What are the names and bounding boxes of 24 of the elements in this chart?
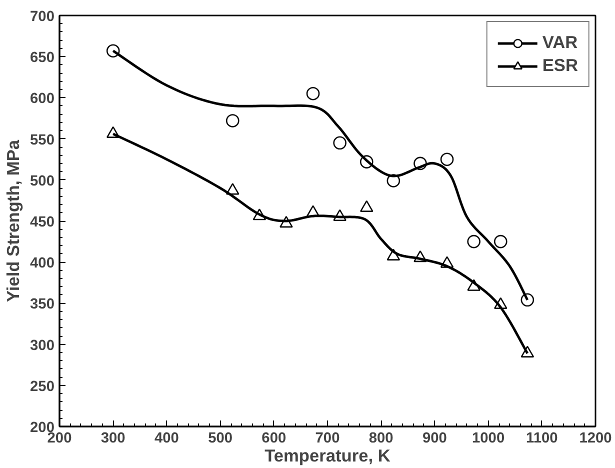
y-tick-label: 350	[30, 296, 55, 313]
y-tick-label: 450	[30, 214, 55, 230]
x-tick-label: 400	[154, 430, 179, 446]
y-tick-label: 250	[30, 378, 55, 395]
legend-label: ESR	[542, 55, 578, 76]
y-tick-label: 600	[30, 91, 55, 108]
y-tick-label: 700	[30, 9, 55, 25]
x-tick-label: 900	[422, 430, 447, 446]
x-tick-label: 1100	[526, 430, 558, 446]
y-tick-label: 500	[30, 173, 55, 190]
x-tick-label: 600	[262, 430, 286, 446]
x-tick-label: 300	[100, 430, 126, 446]
x-tick-label: 1200	[579, 430, 612, 446]
y-tick-label: 550	[30, 132, 55, 148]
y-axis-title: Yield Strength, MPa	[3, 140, 24, 302]
x-tick-label: 1000	[472, 430, 505, 446]
y-tick-label: 400	[30, 256, 55, 272]
y-tick-label: 650	[30, 50, 55, 66]
x-tick-label: 500	[208, 430, 233, 446]
y-tick-label: 300	[30, 338, 55, 354]
x-tick-label: 800	[368, 430, 394, 446]
x-axis-title: Temperature, K	[264, 446, 391, 466]
x-tick-label: 700	[315, 430, 340, 446]
legend-label: VAR	[542, 32, 578, 53]
